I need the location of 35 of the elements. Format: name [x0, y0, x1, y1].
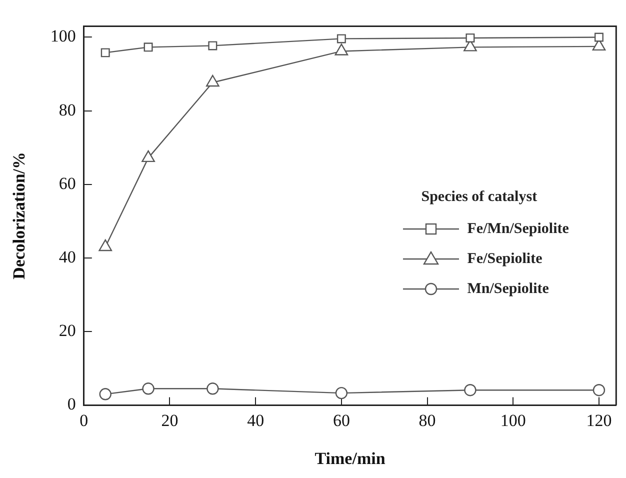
y-tick-label: 100: [50, 26, 76, 46]
x-tick-label: 80: [418, 410, 436, 430]
point: [98, 239, 112, 252]
legend-title: Species of catalyst: [421, 189, 538, 206]
legend-label: Mn/Sepiolite: [467, 280, 549, 298]
x-tick-label: 120: [586, 410, 612, 430]
legend-label: Fe/Sepiolite: [467, 250, 542, 268]
x-axis-title: Time/min: [314, 449, 386, 468]
point: [594, 32, 604, 42]
y-tick-label: 0: [67, 394, 76, 414]
point: [336, 34, 346, 44]
point: [99, 388, 112, 400]
point: [100, 48, 110, 58]
point: [466, 33, 475, 42]
y-tick-label: 80: [58, 100, 76, 120]
y-tick-label: 20: [58, 321, 76, 340]
point: [144, 42, 153, 52]
point: [334, 44, 348, 56]
point: [142, 382, 154, 395]
y-tick-label: 40: [58, 247, 76, 266]
x-tick-label: 20: [161, 410, 178, 430]
point: [142, 150, 155, 162]
point: [464, 384, 476, 396]
point: [335, 386, 348, 400]
legend-label: Fe/Mn/Sepiolite: [467, 220, 569, 238]
point: [208, 41, 218, 50]
y-tick-label: 60: [58, 174, 76, 193]
point: [206, 382, 219, 395]
point: [592, 384, 606, 396]
x-tick-label: 100: [500, 410, 526, 430]
point: [206, 74, 220, 87]
x-tick-label: 60: [332, 410, 350, 430]
x-tick-label: 0: [80, 410, 88, 430]
x-tick-label: 40: [247, 410, 264, 430]
y-axis-title: Decolorization/%: [10, 152, 29, 280]
